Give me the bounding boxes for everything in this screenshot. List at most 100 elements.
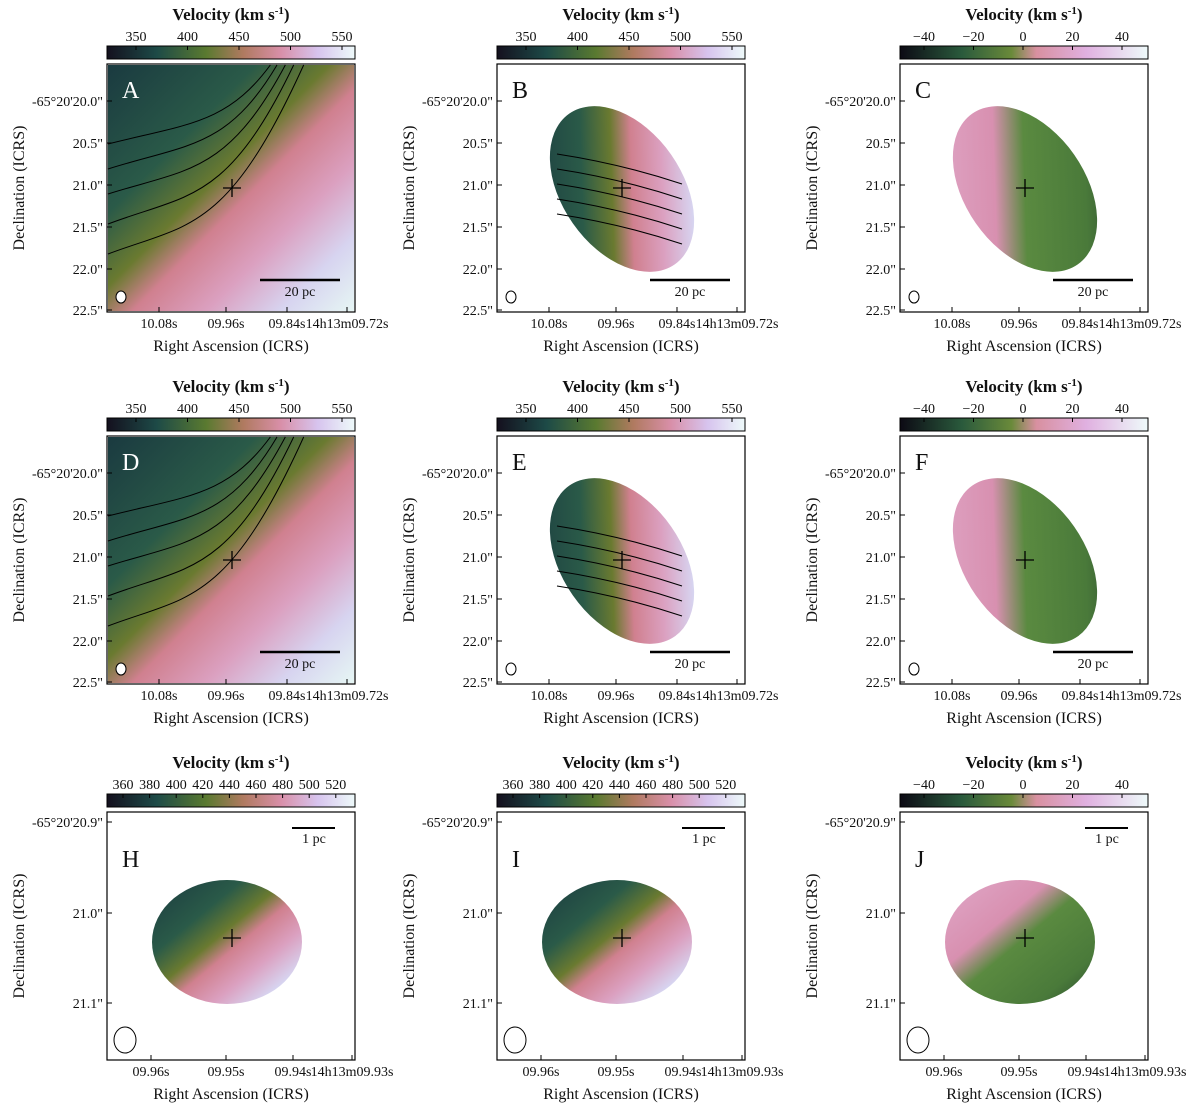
colorbar-tick-label: 550 — [332, 30, 353, 45]
x-tick-label: 09.95s — [208, 1065, 245, 1080]
y-tick-label: 21.5" — [73, 221, 103, 236]
colorbar-tick-label: 550 — [722, 402, 743, 417]
panel: 350 400 450 500 550 Velocity (km s-1) E 20 pc -6… — [401, 377, 778, 727]
colorbar-tick-label: 40 — [1115, 402, 1129, 417]
panel-letter: H — [122, 847, 139, 873]
colorbar-tick-label: 500 — [280, 30, 301, 45]
x-tick-label: 09.84s — [1062, 689, 1099, 704]
colorbar-tick-label: 550 — [722, 30, 743, 45]
colorbar — [496, 417, 746, 432]
scalebar-label: 20 pc — [285, 285, 316, 300]
title-part: Velocity (km s — [172, 753, 275, 772]
y-tick-label: 21.0" — [73, 179, 103, 194]
y-axis-label: Declination (ICRS) — [804, 498, 821, 623]
title-sup: -1 — [275, 753, 284, 765]
velocity-map — [152, 880, 302, 1004]
y-axis-label: Declination (ICRS) — [401, 874, 418, 999]
y-axis-label: Declination (ICRS) — [11, 126, 28, 251]
colorbar-tick-label: 520 — [715, 778, 736, 793]
y-tick-label: 21.0" — [463, 907, 493, 922]
x-tick-label: 09.95s — [598, 1065, 635, 1080]
beam — [115, 290, 127, 304]
y-tick-label: 22.5" — [73, 676, 103, 691]
colorbar — [106, 417, 356, 432]
title-part: Velocity (km s — [562, 5, 665, 24]
scalebar-label: 20 pc — [1078, 657, 1109, 672]
center-cross — [613, 551, 631, 569]
x-axis-label: Right Ascension (ICRS) — [946, 1086, 1102, 1103]
colorbar-tick-label: −40 — [913, 402, 935, 417]
x-axis-label: Right Ascension (ICRS) — [153, 338, 309, 355]
colorbar-tick-label: 360 — [503, 778, 524, 793]
title-part: ) — [674, 377, 680, 396]
y-tick-label: 21.5" — [866, 221, 896, 236]
panel-letter: F — [915, 450, 928, 476]
colorbar-title: Velocity (km s-1) — [172, 5, 289, 24]
x-tick-label: 14h13m09.93s — [311, 1065, 394, 1080]
panel: −40 −20 0 20 40 Velocity (km s-1) J 1 pc -65°20'… — [804, 753, 1186, 1103]
y-axis-label: Declination (ICRS) — [401, 126, 418, 251]
x-tick-label: 14h13m09.93s — [1104, 1065, 1187, 1080]
x-tick-label: 09.96s — [598, 689, 635, 704]
colorbar-tick-label: 40 — [1115, 30, 1129, 45]
panel-letter: I — [512, 847, 520, 873]
title-sup: -1 — [1068, 377, 1077, 389]
velocity-map — [945, 880, 1095, 1004]
colorbar — [899, 793, 1149, 808]
colorbar-tick-label: 350 — [516, 402, 537, 417]
title-sup: -1 — [275, 377, 284, 389]
scalebar-label: 20 pc — [675, 657, 706, 672]
colorbar — [106, 793, 356, 808]
x-tick-label: 09.96s — [598, 317, 635, 332]
x-tick-label: 14h13m09.72s — [696, 317, 779, 332]
panel-letter: J — [915, 847, 924, 873]
x-axis-label: Right Ascension (ICRS) — [543, 710, 699, 727]
colorbar-tick-label: −20 — [963, 778, 985, 793]
y-tick-label: -65°20'20.9" — [422, 816, 493, 831]
colorbar-title: Velocity (km s-1) — [562, 753, 679, 772]
colorbar-tick-label: 450 — [619, 402, 640, 417]
x-tick-label: 10.08s — [934, 689, 971, 704]
x-tick-label: 09.96s — [208, 689, 245, 704]
beam — [505, 662, 517, 676]
colorbar-tick-label: 20 — [1066, 402, 1080, 417]
contour — [556, 585, 683, 617]
beam — [503, 1026, 527, 1054]
x-axis-label: Right Ascension (ICRS) — [946, 338, 1102, 355]
x-tick-label: 09.84s — [1062, 317, 1099, 332]
colorbar-title: Velocity (km s-1) — [965, 753, 1082, 772]
y-tick-label: 22.5" — [463, 304, 493, 319]
x-tick-label: 09.94s — [1068, 1065, 1105, 1080]
x-tick-label: 14h13m09.72s — [1099, 689, 1182, 704]
x-tick-label: 09.84s — [659, 317, 696, 332]
scalebar-label: 1 pc — [692, 832, 716, 847]
colorbar-tick-label: 550 — [332, 402, 353, 417]
colorbar-tick-label: 450 — [619, 30, 640, 45]
title-part: Velocity (km s — [562, 753, 665, 772]
y-tick-label: -65°20'20.9" — [32, 816, 103, 831]
center-cross — [1016, 551, 1034, 569]
colorbar-tick-label: 40 — [1115, 778, 1129, 793]
y-axis-label: Declination (ICRS) — [804, 874, 821, 999]
contour — [107, 436, 295, 597]
colorbar-tick-label: 350 — [126, 402, 147, 417]
x-tick-label: 09.96s — [926, 1065, 963, 1080]
y-axis-label: Declination (ICRS) — [11, 498, 28, 623]
title-part: Velocity (km s — [965, 377, 1068, 396]
colorbar-tick-label: 400 — [177, 402, 198, 417]
panel: 360 380 400 420 440 460 480 500 520 Velocity (km … — [11, 753, 393, 1103]
contour — [556, 168, 683, 200]
y-axis-label: Declination (ICRS) — [401, 498, 418, 623]
x-tick-label: 09.84s — [659, 689, 696, 704]
center-cross — [1016, 929, 1034, 947]
colorbar-tick-label: 400 — [177, 30, 198, 45]
colorbar-tick-label: 480 — [662, 778, 683, 793]
y-tick-label: 21.5" — [463, 593, 493, 608]
contour — [107, 64, 295, 225]
title-part: ) — [1077, 753, 1083, 772]
y-tick-label: 21.0" — [866, 179, 896, 194]
contour — [107, 436, 305, 627]
panel: 350 400 450 500 550 Velocity (km s-1) A 20 pc -6… — [11, 5, 388, 355]
contour — [107, 64, 271, 145]
title-part: Velocity (km s — [965, 5, 1068, 24]
